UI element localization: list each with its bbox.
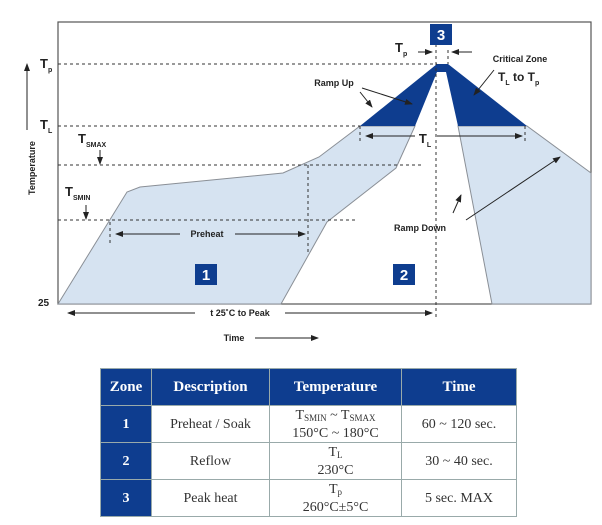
header-description: Description bbox=[151, 368, 270, 406]
svg-text:2: 2 bbox=[400, 267, 408, 284]
critical-zone-range: TL to Tp bbox=[498, 70, 539, 87]
baseline-label: 25 bbox=[38, 298, 50, 309]
reflow-profile-diagram: Temperature 25 Tp TL TSMAX TSMIN Preheat… bbox=[24, 21, 592, 343]
t25-to-peak-label: t 25˚C to Peak bbox=[210, 308, 271, 318]
table-header: Zone Description Temperature Time bbox=[100, 368, 517, 406]
preheat-label: Preheat bbox=[190, 229, 223, 239]
table-row: 1 Preheat / Soak TSMIN ~ TSMAX 150°C ~ 180… bbox=[100, 405, 517, 443]
tl-span-label: TL bbox=[419, 131, 432, 149]
critical-zone-label: Critical Zone bbox=[493, 54, 548, 64]
x-axis-label: Time bbox=[224, 333, 245, 343]
table-row: 3 Peak heat Tp 260°C±5°C 5 sec. MAX bbox=[100, 479, 517, 517]
ramp-down-label: Ramp Down bbox=[394, 223, 446, 233]
table-row: 2 Reflow TL 230°C 30 ~ 40 sec. bbox=[100, 442, 517, 480]
tp-span-label: Tp bbox=[395, 40, 407, 58]
header-temperature: Temperature bbox=[269, 368, 402, 406]
tsmax-level-label: TSMAX bbox=[78, 131, 107, 149]
header-zone: Zone bbox=[100, 368, 152, 406]
zone-badge-3: 3 bbox=[430, 24, 452, 45]
y-axis-label: Temperature bbox=[27, 141, 37, 195]
arrows bbox=[24, 49, 561, 341]
svg-text:1: 1 bbox=[202, 267, 210, 284]
header-time: Time bbox=[401, 368, 517, 406]
tsmin-level-label: TSMIN bbox=[65, 184, 90, 202]
zone-badge-2: 2 bbox=[393, 264, 415, 285]
tl-level-label: TL bbox=[40, 117, 53, 135]
tp-level-label: Tp bbox=[40, 56, 52, 74]
zone-badge-1: 1 bbox=[195, 264, 217, 285]
critical-zone bbox=[360, 64, 527, 126]
guide-lines bbox=[58, 32, 526, 318]
zone-table: Zone Description Temperature Time 1 Prehe… bbox=[100, 368, 517, 517]
svg-text:3: 3 bbox=[437, 27, 445, 44]
ramp-up-label: Ramp Up bbox=[314, 78, 354, 88]
